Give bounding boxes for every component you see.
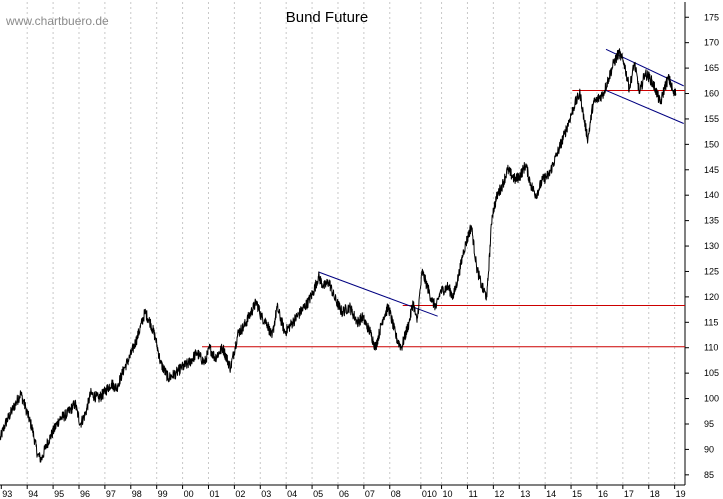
x-tick-label: 97 (106, 489, 116, 499)
y-tick-label: 175 (704, 12, 719, 22)
x-tick-label: 13 (520, 489, 530, 499)
y-tick-label: 95 (704, 419, 714, 429)
x-tick-label: 11 (468, 489, 477, 499)
x-tick-label: 15 (572, 489, 582, 499)
x-tick-label: 93 (2, 489, 12, 499)
series-line (0, 48, 677, 463)
plot-frame (0, 2, 686, 486)
y-axis: 85 90 95 100 105 110 115 120 125 130 135 140 145 150 1… (685, 12, 719, 480)
y-tick-label: 135 (704, 216, 719, 226)
x-axis: 93 94 95 96 97 98 99 00 01 02 03 04 05 06 07 08 010 10 11 1… (0, 485, 686, 499)
y-tick-label: 155 (704, 114, 719, 124)
y-tick-label: 150 (704, 139, 719, 149)
y-tick-label: 145 (704, 165, 719, 175)
x-tick-label: 98 (132, 489, 142, 499)
watermark-text: www.chartbuero.de (5, 14, 109, 28)
y-tick-label: 110 (704, 343, 718, 353)
grid-lines (26, 2, 676, 485)
x-tick-label: 17 (624, 489, 634, 499)
x-tick-label: 00 (184, 489, 194, 499)
x-tick-label: 94 (28, 489, 38, 499)
x-tick-label: 99 (158, 489, 168, 499)
y-tick-label: 125 (704, 266, 719, 276)
y-tick-label: 130 (704, 241, 719, 251)
y-tick-label: 120 (704, 292, 719, 302)
x-tick-label: 05 (313, 489, 323, 499)
price-series (0, 48, 677, 463)
y-tick-label: 85 (704, 470, 714, 480)
y-tick-label: 100 (704, 394, 719, 404)
trend-line (605, 90, 684, 124)
y-tick-label: 165 (704, 63, 719, 73)
x-tick-label: 10 (443, 489, 453, 499)
y-tick-label: 170 (704, 38, 719, 48)
x-tick-label: 06 (339, 489, 349, 499)
x-tick-label: 04 (287, 489, 297, 499)
x-tick-label: 03 (261, 489, 271, 499)
x-tick-label: 010 (422, 489, 437, 499)
x-tick-label: 95 (54, 489, 64, 499)
x-tick-label: 07 (365, 489, 375, 499)
y-tick-label: 90 (704, 444, 714, 454)
x-tick-label: 02 (235, 489, 245, 499)
support-lines (202, 89, 685, 348)
x-tick-label: 14 (546, 489, 556, 499)
y-tick-label: 115 (704, 317, 718, 327)
x-tick-label: 19 (676, 489, 686, 499)
chart-title: Bund Future (286, 9, 369, 26)
x-tick-label: 01 (209, 489, 219, 499)
y-tick-label: 140 (704, 190, 719, 200)
x-tick-label: 12 (494, 489, 504, 499)
x-tick-label: 18 (650, 489, 660, 499)
x-tick-label: 96 (80, 489, 90, 499)
x-tick-label: 08 (391, 489, 401, 499)
y-tick-label: 160 (704, 89, 719, 99)
y-tick-label: 105 (704, 368, 719, 378)
x-tick-label: 16 (598, 489, 608, 499)
